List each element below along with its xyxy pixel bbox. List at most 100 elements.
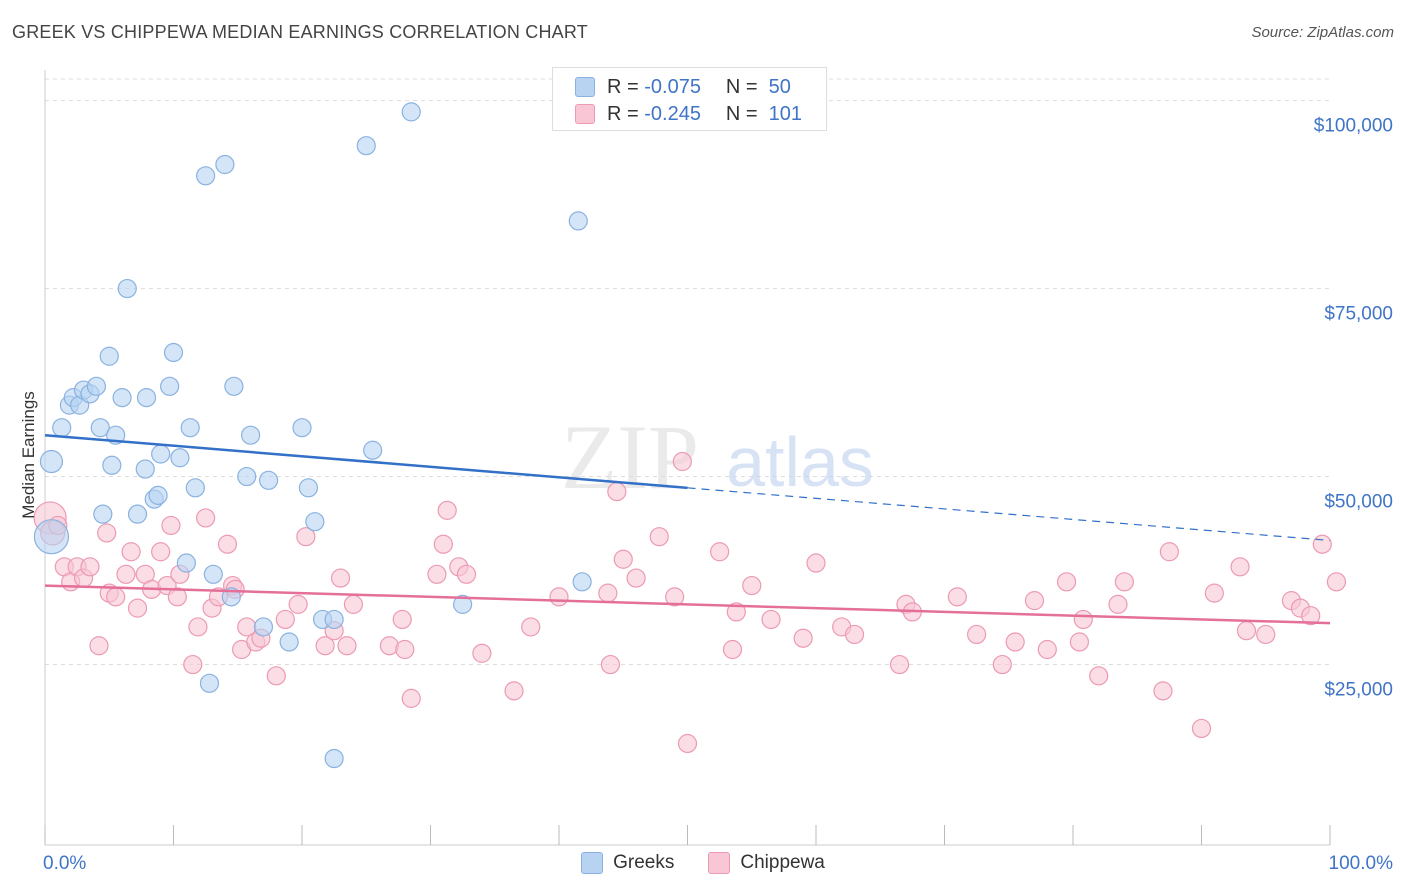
chippewa-point-82 [1037,639,1057,660]
chippewa-point-46 [401,688,421,708]
greek-point-36 [253,617,274,637]
legend-item-greeks[interactable]: Greeks [581,852,674,874]
legend-label-greeks: Greeks [613,852,675,873]
chart-title: GREEK VS CHIPPEWA MEDIAN EARNINGS CORREL… [12,22,588,42]
chippewa-point-56 [598,583,618,603]
chippewa-point-66 [722,639,743,660]
chippewa-point-73 [844,624,865,645]
greek-point-27 [185,478,205,498]
chippewa-point-24 [196,508,216,528]
chippewa-point-38 [315,636,335,656]
greek-point-40 [298,478,319,498]
chippewa-point-85 [1073,609,1093,630]
chippewa-point-8 [89,636,109,656]
chippewa-point-64 [677,733,698,754]
chippewa-point-55 [549,587,569,607]
legend-swatch-greeks [581,852,604,874]
chippewa-point-27 [217,534,238,554]
greek-point-8 [86,376,107,396]
chippewa-point-77 [947,587,967,607]
legend-label-chippewa: Chippewa [740,852,825,873]
chippewa-point-41 [337,636,357,656]
greek-point-21 [151,444,171,464]
chippewa-n-value: 101 [768,102,802,125]
chippewa-r-value: -0.245 [644,102,701,125]
chippewa-point-11 [106,587,126,607]
chippewa-point-44 [392,609,412,630]
greek-point-9 [90,418,110,438]
stats-row-chippewa: R = -0.245 N = 101 [575,101,802,127]
legend-swatch-chippewa [708,852,731,874]
greek-point-43 [324,609,344,630]
greek-point-17 [135,459,155,479]
greek-point-41 [305,512,325,532]
chippewa-point-65 [710,542,730,562]
axis-labels: $25,000 $50,000 $75,000 $100,000 0.0% 100.0% M… [19,116,1393,874]
chippewa-point-81 [1024,591,1045,611]
chippewa-point-88 [1114,572,1135,592]
chippewa-point-95 [1256,624,1276,645]
greek-point-2 [52,418,72,438]
greek-point-25 [176,553,196,573]
chippewa-point-90 [1159,542,1179,562]
watermark: ZIP atlas [561,406,874,508]
greek-point-37 [258,470,279,490]
chippewa-point-22 [183,654,203,675]
chippewa-point-52 [472,643,492,663]
chippewa-point-91 [1191,718,1212,739]
chippewa-point-61 [649,527,669,547]
chippewa-point-71 [806,553,826,573]
chippewa-point-94 [1236,621,1257,641]
chippewa-r-label: R = [607,102,639,125]
greek-trend-solid [44,433,688,490]
chippewa-point-23 [188,617,208,637]
chippewa-point-93 [1230,557,1250,577]
chippewa-n-label: N = [725,102,758,125]
legend-item-chippewa[interactable]: Chippewa [708,852,825,874]
chippewa-swatch [575,104,595,124]
greek-point-23 [163,342,184,363]
greeks-swatch [575,77,595,97]
greek-point-11 [99,346,119,366]
series-legend: Greeks Chippewa [0,852,1406,874]
greek-point-15 [117,278,137,299]
greek-point-14 [112,388,132,408]
greek-point-49 [568,211,588,231]
chippewa-point-51 [456,564,477,584]
greek-point-28 [196,166,216,186]
greek-point-22 [160,376,180,396]
greek-point-45 [356,136,376,156]
chippewa-point-35 [275,609,295,630]
y-tick-label-3: $100,000 [1314,116,1393,137]
chippewa-point-12 [116,564,136,584]
y-tick-label-1: $50,000 [1324,492,1393,513]
greek-point-0 [33,519,70,555]
y-axis-title: Median Earnings [19,391,38,519]
chippewa-point-59 [613,549,633,569]
greek-point-16 [127,504,148,524]
chippewa-point-60 [626,568,646,588]
x-tick-label-end: 100.0% [1329,853,1394,874]
chippewa-point-14 [127,598,148,618]
chippewa-point-100 [1326,572,1347,592]
chippewa-point-86 [1089,666,1109,686]
greek-point-34 [237,466,257,487]
chippewa-point-78 [967,624,987,645]
greek-point-44 [324,748,344,769]
greek-points [33,102,592,769]
chippewa-point-17 [151,542,171,562]
chippewa-point-83 [1056,572,1077,592]
greek-point-47 [401,102,421,122]
chippewa-point-36 [288,594,308,614]
chippewa-point-80 [1005,632,1025,652]
greek-point-10 [93,504,113,524]
greek-point-46 [363,440,383,460]
chippewa-point-58 [607,481,627,502]
chippewa-point-68 [742,575,762,596]
greek-trend-dashed [687,487,1331,542]
chippewa-point-40 [330,568,351,588]
chippewa-point-99 [1312,534,1332,554]
chippewa-point-49 [437,500,457,520]
chippewa-point-62 [665,587,685,607]
